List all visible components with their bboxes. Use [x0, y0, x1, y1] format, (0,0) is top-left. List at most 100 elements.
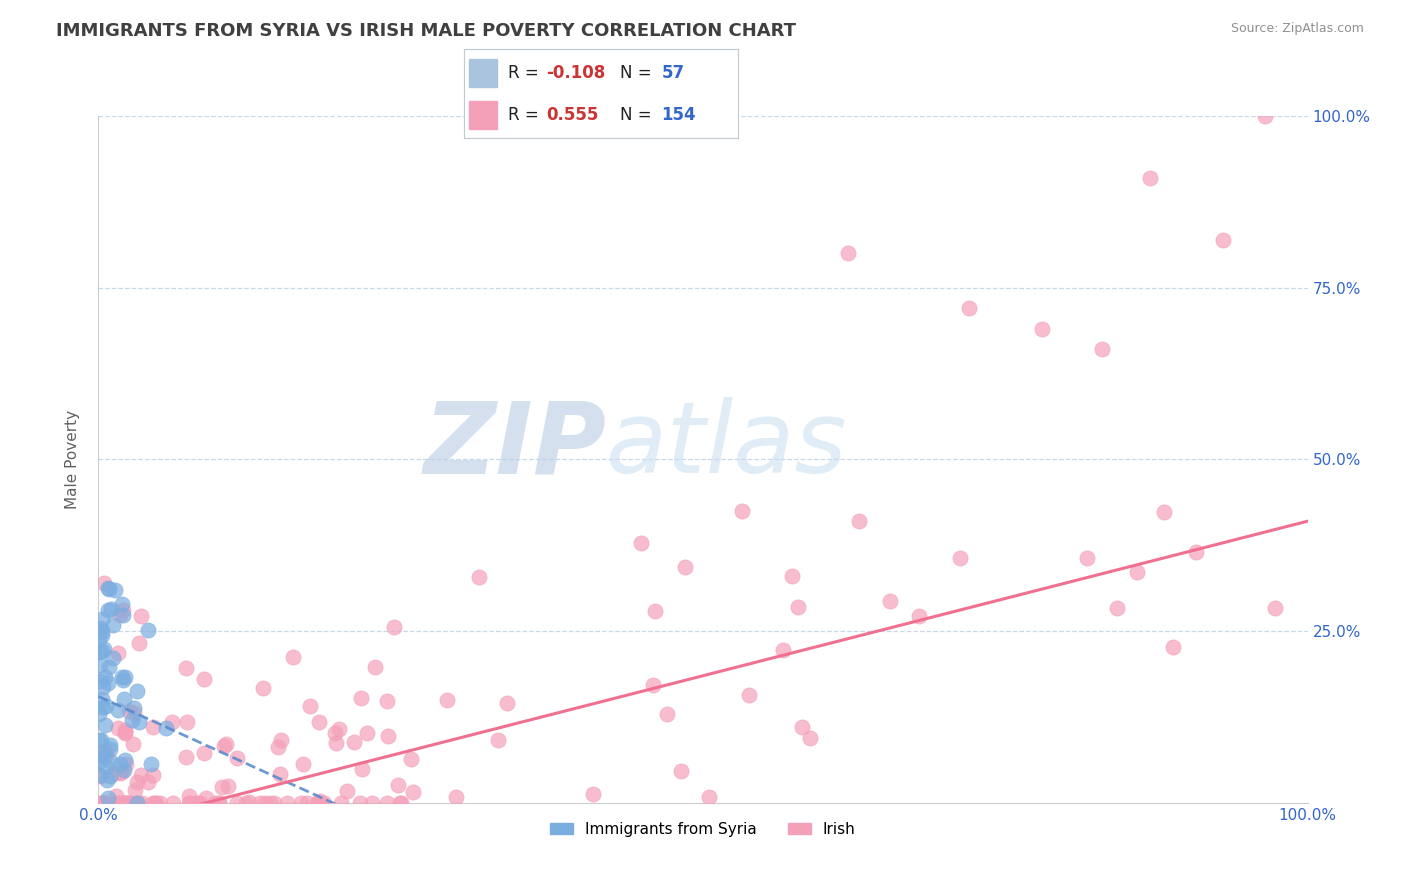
Point	[1254, 109, 1277, 123]
Point	[276, 796, 298, 810]
Point	[360, 796, 382, 810]
Point	[90, 612, 112, 626]
Point	[1139, 170, 1161, 185]
Point	[673, 560, 696, 574]
Point	[387, 778, 409, 792]
Point	[107, 646, 129, 660]
Point	[217, 779, 239, 793]
Point	[208, 796, 231, 810]
Point	[1264, 600, 1286, 615]
Point	[103, 651, 125, 665]
Point	[111, 765, 134, 780]
Point	[1091, 343, 1114, 357]
Point	[122, 701, 145, 715]
Point	[176, 750, 198, 764]
Y-axis label: Male Poverty: Male Poverty	[65, 409, 80, 509]
Point	[193, 672, 215, 686]
Point	[89, 796, 111, 810]
Point	[1076, 550, 1098, 565]
Point	[111, 796, 134, 810]
Point	[949, 550, 972, 565]
Point	[312, 796, 335, 810]
Point	[93, 641, 115, 656]
Text: R =: R =	[508, 106, 544, 124]
Point	[98, 659, 121, 673]
Text: 154: 154	[661, 106, 696, 124]
Point	[89, 621, 111, 635]
Point	[792, 720, 814, 734]
Point	[125, 775, 148, 789]
Point	[91, 692, 114, 706]
Legend: Immigrants from Syria, Irish: Immigrants from Syria, Irish	[544, 816, 862, 843]
Point	[121, 714, 143, 728]
Point	[87, 632, 110, 646]
Point	[375, 694, 398, 708]
Point	[283, 650, 305, 665]
Point	[225, 796, 247, 810]
Text: Source: ZipAtlas.com: Source: ZipAtlas.com	[1230, 22, 1364, 36]
Point	[292, 756, 315, 771]
Point	[122, 737, 145, 751]
Point	[93, 744, 115, 758]
Point	[112, 691, 135, 706]
Point	[115, 796, 138, 810]
Point	[782, 569, 804, 583]
Bar	[470, 59, 496, 87]
Point	[111, 597, 134, 611]
Point	[89, 768, 111, 782]
Point	[97, 582, 120, 596]
Point	[179, 789, 201, 804]
Point	[90, 748, 112, 763]
Point	[111, 603, 134, 617]
Point	[104, 766, 127, 780]
Point	[249, 796, 271, 810]
Point	[179, 796, 201, 810]
Point	[94, 796, 117, 810]
Point	[89, 657, 111, 672]
Point	[160, 715, 183, 730]
Point	[93, 796, 115, 810]
Text: N =: N =	[620, 64, 657, 82]
Point	[336, 784, 359, 798]
Point	[97, 676, 120, 690]
Point	[308, 794, 330, 808]
Point	[174, 661, 197, 675]
Point	[907, 608, 929, 623]
Point	[121, 796, 143, 810]
Point	[112, 796, 135, 810]
Point	[124, 782, 146, 797]
Point	[468, 569, 491, 583]
Point	[343, 735, 366, 749]
Point	[179, 796, 201, 810]
Point	[799, 731, 821, 745]
Point	[118, 796, 141, 810]
Point	[96, 773, 118, 788]
Point	[114, 753, 136, 767]
Text: IMMIGRANTS FROM SYRIA VS IRISH MALE POVERTY CORRELATION CHART: IMMIGRANTS FROM SYRIA VS IRISH MALE POVE…	[56, 22, 796, 40]
Text: R =: R =	[508, 64, 544, 82]
Point	[114, 725, 136, 739]
Point	[325, 726, 347, 740]
Bar	[470, 101, 496, 129]
Point	[87, 645, 110, 659]
Point	[112, 763, 135, 777]
Point	[108, 756, 131, 771]
Text: 57: 57	[661, 64, 685, 82]
Point	[91, 749, 114, 764]
Point	[226, 751, 249, 765]
Point	[879, 593, 901, 607]
Point	[1212, 233, 1234, 247]
Point	[155, 722, 177, 736]
Point	[307, 796, 329, 810]
Point	[238, 795, 260, 809]
Point	[308, 796, 330, 810]
Point	[107, 722, 129, 736]
Point	[91, 644, 114, 658]
Point	[91, 700, 114, 714]
Point	[127, 796, 149, 810]
Point	[356, 726, 378, 740]
Point	[98, 741, 121, 756]
Point	[328, 723, 350, 737]
Point	[91, 796, 114, 810]
Point	[131, 796, 153, 810]
